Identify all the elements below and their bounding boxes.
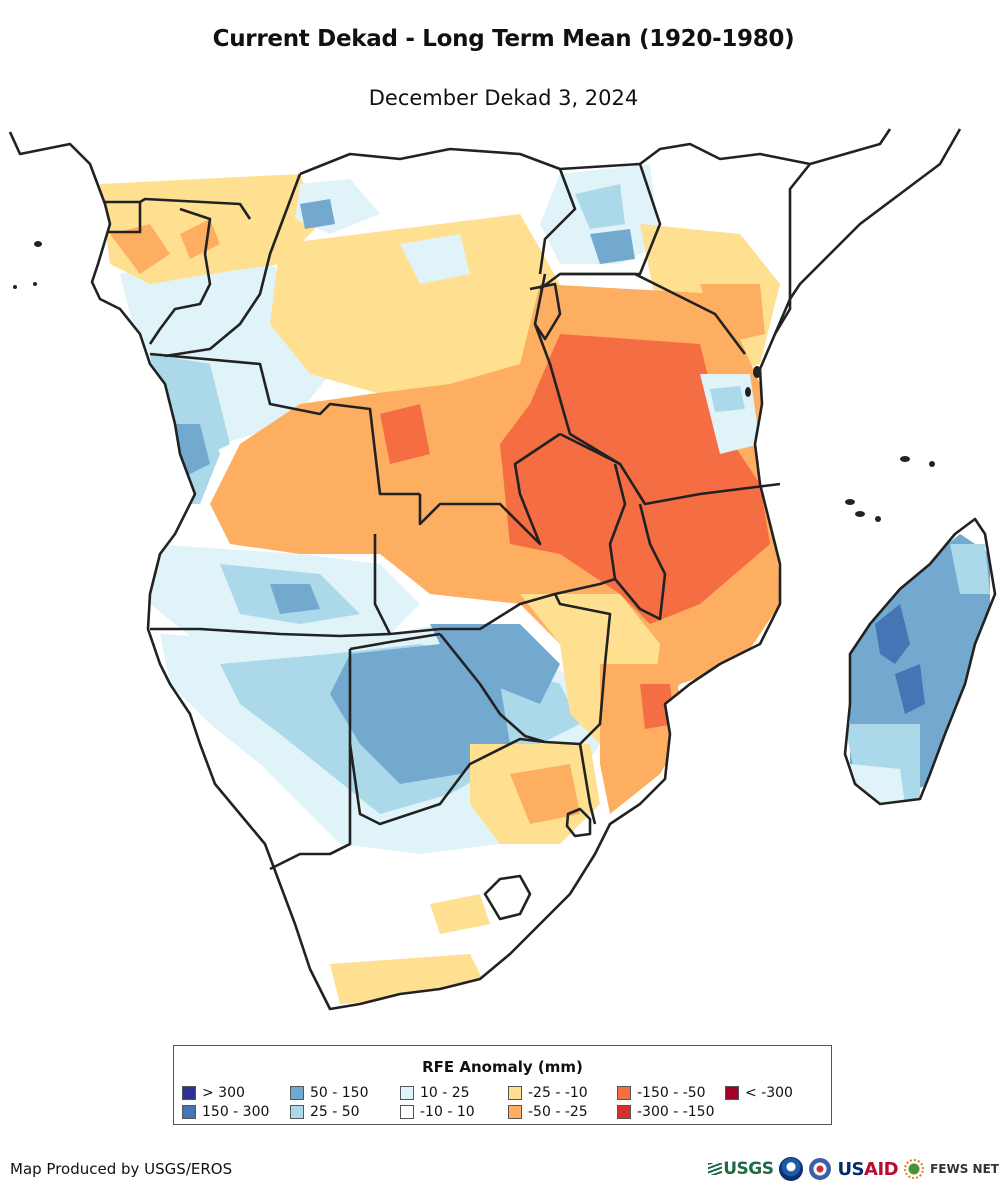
legend-item: -300 - -150 <box>617 1103 715 1121</box>
legend-label: < -300 <box>745 1085 793 1101</box>
border-drc-zambia <box>418 432 561 546</box>
rfe-anomaly-map <box>8 124 997 1011</box>
border-malawi <box>608 463 667 621</box>
legend-label: 10 - 25 <box>420 1085 470 1101</box>
border-angola-namibia <box>150 627 391 638</box>
border-eswatini <box>565 807 592 838</box>
border-eq-guinea <box>108 202 142 234</box>
legend-item: 150 - 300 <box>182 1103 269 1121</box>
legend-item: 25 - 50 <box>290 1103 360 1121</box>
usaid-logo: USAID <box>837 1158 899 1180</box>
border-car-drc <box>164 173 302 358</box>
border-sa-mozambique <box>544 740 597 825</box>
legend-swatch <box>617 1086 631 1100</box>
border-uganda <box>539 162 662 291</box>
border-botswana-zimbabwe <box>438 633 546 744</box>
legend-item: -50 - -25 <box>508 1103 588 1121</box>
border-kenya-somalia <box>773 163 812 335</box>
country-borders <box>8 128 997 1011</box>
border-caprivi <box>349 632 441 651</box>
border-cameroon-south <box>105 197 252 220</box>
border-angola-zambia <box>373 534 441 636</box>
partner-logos: USGS USAID FEWS NET <box>708 1156 999 1182</box>
legend: RFE Anomaly (mm) > 300 150 - 300 50 - 150 2… <box>173 1045 832 1125</box>
legend-swatch <box>617 1105 631 1119</box>
legend-label: -150 - -50 <box>637 1085 706 1101</box>
legend-swatch <box>182 1105 196 1119</box>
legend-swatch <box>290 1086 304 1100</box>
legend-swatch <box>182 1086 196 1100</box>
legend-item: -10 - 10 <box>400 1103 475 1121</box>
legend-label: -300 - -150 <box>637 1104 715 1120</box>
border-zambia-zimbabwe <box>440 577 616 631</box>
islands <box>13 241 935 522</box>
usgs-wave-icon <box>708 1163 723 1175</box>
legend-label: -10 - 10 <box>420 1104 475 1120</box>
legend-item: 10 - 25 <box>400 1084 470 1102</box>
map-subtitle: December Dekad 3, 2024 <box>368 86 639 110</box>
legend-label: 50 - 150 <box>310 1085 369 1101</box>
legend-label: 150 - 300 <box>202 1104 270 1120</box>
border-namibia-sa <box>269 842 351 871</box>
legend-label: 25 - 50 <box>310 1104 360 1120</box>
legend-item: -150 - -50 <box>617 1084 706 1102</box>
border-drc-angola <box>149 352 420 496</box>
border-rwanda-burundi <box>529 282 562 341</box>
noaa-logo <box>779 1157 804 1181</box>
legend-title: RFE Anomaly (mm) <box>422 1058 583 1076</box>
legend-item: > 300 <box>182 1084 245 1102</box>
border-drc-north <box>299 147 577 275</box>
usgs-logo: USGS <box>708 1159 774 1179</box>
anomaly-layer <box>10 124 995 1009</box>
map-credit: Map Produced by USGS/EROS <box>10 1160 233 1178</box>
legend-swatch <box>508 1105 522 1119</box>
legend-item: 50 - 150 <box>290 1084 369 1102</box>
legend-swatch <box>725 1086 739 1100</box>
border-kenya-tanzania <box>560 272 747 355</box>
legend-swatch <box>400 1105 414 1119</box>
border-drc-east-lakes <box>533 273 621 466</box>
coastline-madagascar <box>843 517 997 806</box>
border-gabon-congo <box>148 207 212 345</box>
usaid-seal-logo <box>809 1158 832 1180</box>
legend-swatch <box>400 1086 414 1100</box>
legend-label: > 300 <box>202 1085 245 1101</box>
fews-globe-icon <box>904 1159 925 1179</box>
legend-swatch <box>508 1086 522 1100</box>
border-zambia-tanzania <box>559 432 781 506</box>
legend-item: -25 - -10 <box>508 1084 588 1102</box>
legend-label: -25 - -10 <box>528 1085 588 1101</box>
border-mozambique-zimbabwe <box>553 593 612 745</box>
border-lesotho <box>483 874 532 921</box>
legend-item: < -300 <box>725 1084 793 1102</box>
legend-grid: > 300 150 - 300 50 - 150 25 - 50 10 - 25 -10 … <box>182 1084 822 1124</box>
border-ethiopia <box>639 128 892 166</box>
coastline-africa <box>8 128 962 1011</box>
map-title: Current Dekad - Long Term Mean (1920-198… <box>212 26 795 52</box>
legend-label: -50 - -25 <box>528 1104 588 1120</box>
fews-net-logo: FEWS NET <box>930 1162 999 1176</box>
legend-swatch <box>290 1105 304 1119</box>
border-botswana-sa <box>348 737 546 826</box>
